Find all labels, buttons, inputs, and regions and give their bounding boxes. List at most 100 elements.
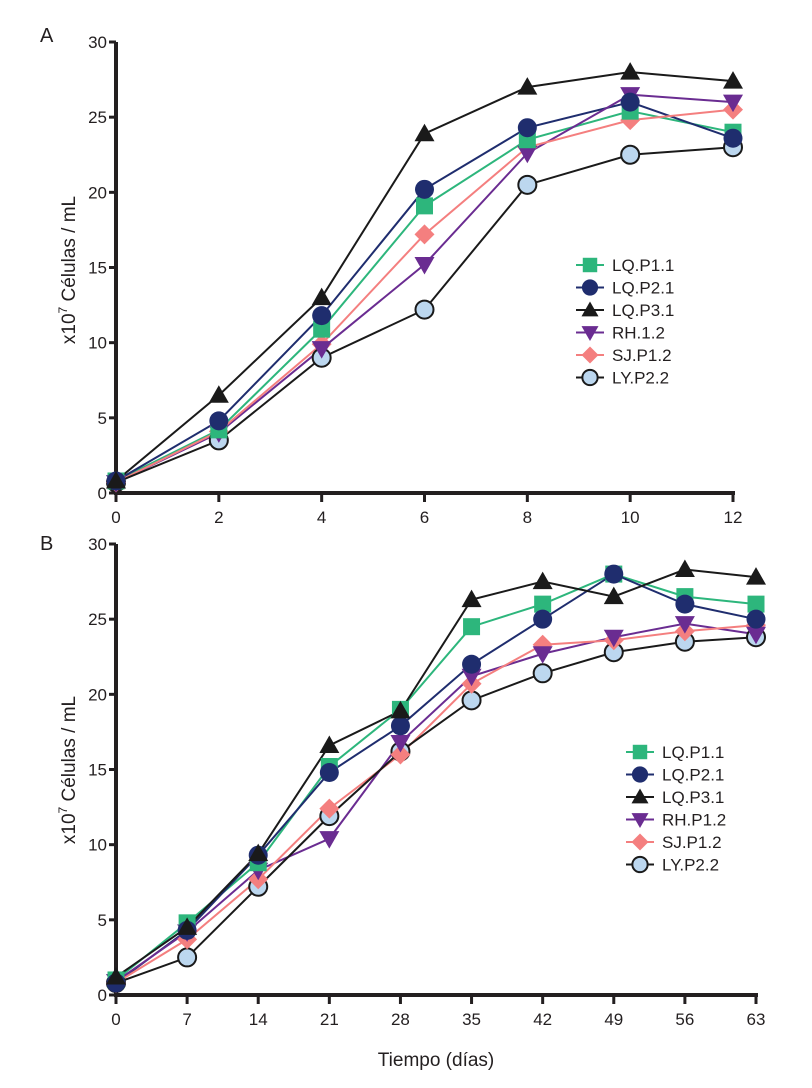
- data-point-ly-p2-2: [620, 144, 641, 165]
- data-point-lq-p3-1: [414, 123, 435, 142]
- legend-marker-diamond-icon: [581, 346, 599, 364]
- data-point-lq-p3-1: [248, 843, 269, 862]
- data-point-lq-p3-1: [390, 700, 411, 719]
- legend-label: LQ.P1.1: [662, 743, 724, 762]
- data-point-lq-p2-1: [723, 128, 743, 148]
- series-markers-a: [106, 62, 743, 493]
- legend-label: RH.P1.2: [662, 811, 726, 830]
- data-point-lq-p2-1: [620, 92, 640, 112]
- legend-label: LY.P2.2: [662, 856, 719, 875]
- x-tick-label: 6: [420, 508, 429, 527]
- data-point-lq-p3-1: [723, 71, 743, 89]
- data-point-lq-p3-1: [311, 287, 332, 306]
- series-line-lq-p2-1: [115, 572, 757, 984]
- data-point-rh-p1-2: [390, 734, 411, 753]
- y-axis-title-sup: 7: [56, 306, 70, 313]
- data-point-lq-p2-1: [675, 594, 695, 614]
- data-point-rh-p1-2: [461, 668, 482, 687]
- x-tick-label: 10: [621, 508, 640, 527]
- data-point-rh-p1-2: [532, 646, 553, 664]
- legend-marker-circle-icon: [631, 766, 649, 783]
- legend-marker-square-icon: [582, 257, 598, 273]
- data-point-lq-p2-1: [746, 609, 766, 629]
- data-point-lq-p3-1: [208, 385, 229, 403]
- legend-b: LQ.P1.1 LQ.P2.1 LQ.P3.1 RH.P1.2 SJ.P1.2 LY.P2…: [626, 743, 726, 875]
- x-tick-label: 21: [320, 1010, 339, 1029]
- x-tick-label: 28: [391, 1010, 410, 1029]
- data-point-ly-p2-2: [414, 299, 435, 320]
- panel-label-b: B: [40, 533, 53, 555]
- panel-b: B x107 Células / mL Tiempo (días) 051015…: [40, 533, 766, 1071]
- data-point-lq-p2-1: [462, 654, 482, 674]
- series-line-sj-p1-2: [115, 624, 757, 984]
- series-line-lq-p3-1: [115, 568, 757, 978]
- y-tick-label: 0: [98, 484, 107, 503]
- x-axis-title-b: Tiempo (días): [378, 1050, 495, 1071]
- data-point-lq-p3-1: [746, 567, 766, 585]
- y-axis-title-suffix: Células / mL: [59, 696, 80, 807]
- data-point-lq-p1-1: [463, 618, 481, 636]
- x-tick-label: 56: [675, 1010, 694, 1029]
- y-tick-label: 5: [98, 409, 107, 428]
- legend-label: LY.P2.2: [612, 369, 669, 388]
- axes-b: 0 5 10 15 20 25 30 0 7 14 21 28 35 42 49 56 63: [88, 535, 765, 1029]
- legend-marker-triangle-up-icon: [631, 788, 649, 804]
- data-point-lq-p1-1: [534, 595, 552, 613]
- y-axis-title-b: x107 Células / mL: [56, 696, 80, 844]
- y-tick-label: 10: [88, 836, 107, 855]
- data-point-ly-p2-2: [532, 663, 553, 684]
- series-line-ly-p2-2: [115, 636, 757, 984]
- legend-label: SJ.P1.2: [612, 346, 672, 365]
- y-axis-title-prefix: x10: [59, 813, 80, 844]
- data-point-lq-p3-1: [517, 77, 538, 95]
- panel-a: A x107 Células / mL 0 5 10 15 20 25 30 0 2 4 6 8 10 1…: [40, 25, 743, 527]
- data-point-rh-p1-2: [319, 831, 340, 849]
- legend-label: LQ.P2.1: [612, 279, 674, 298]
- data-point-lq-p3-1: [532, 571, 553, 590]
- x-tick-label: 7: [182, 1010, 191, 1029]
- data-point-lq-p3-1: [319, 735, 340, 753]
- data-point-sj-p1-2: [319, 798, 340, 819]
- x-tick-label: 12: [724, 508, 743, 527]
- y-tick-label: 15: [88, 259, 107, 278]
- y-axis-title-prefix: x10: [59, 313, 80, 344]
- data-point-lq-p2-1: [604, 564, 624, 584]
- data-point-sj-p1-2: [414, 224, 435, 245]
- y-axis-title-sup: 7: [56, 806, 70, 813]
- y-tick-label: 25: [88, 108, 107, 127]
- data-point-rh-p1-2: [674, 616, 695, 634]
- y-tick-label: 30: [88, 33, 107, 52]
- x-tick-label: 42: [533, 1010, 552, 1029]
- y-axis-title-a: x107 Células / mL: [56, 196, 80, 344]
- y-tick-label: 25: [88, 610, 107, 629]
- data-point-ly-p2-2: [177, 947, 198, 968]
- legend-label: LQ.P3.1: [612, 301, 674, 320]
- series-markers-b: [106, 559, 766, 993]
- legend-marker-diamond-icon: [631, 833, 649, 851]
- data-point-lq-p2-1: [533, 609, 553, 629]
- legend-marker-triangle-up-icon: [581, 301, 599, 317]
- data-point-lq-p3-1: [674, 559, 695, 578]
- legend-label: LQ.P1.1: [612, 256, 674, 275]
- legend-a: LQ.P1.1 LQ.P2.1 LQ.P3.1 RH.1.2 SJ.P1.2 LY.P2.…: [576, 256, 674, 388]
- legend-label: SJ.P1.2: [662, 833, 722, 852]
- data-point-lq-p2-1: [312, 306, 332, 326]
- data-point-rh-p1-2: [603, 629, 624, 648]
- y-tick-label: 5: [98, 911, 107, 930]
- y-axis-title-suffix: Células / mL: [59, 196, 80, 307]
- x-tick-label: 8: [523, 508, 532, 527]
- data-point-rh-1-2: [517, 145, 538, 164]
- legend-label: LQ.P3.1: [662, 788, 724, 807]
- data-point-sj-p1-2: [390, 744, 411, 765]
- x-tick-label: 0: [111, 1010, 120, 1029]
- data-point-lq-p3-1: [603, 586, 624, 605]
- data-point-lq-p2-1: [209, 411, 229, 431]
- x-tick-label: 2: [214, 508, 223, 527]
- legend-marker-circle-open-icon: [631, 855, 649, 874]
- data-point-rh-1-2: [311, 341, 332, 359]
- x-tick-label: 35: [462, 1010, 481, 1029]
- legend-marker-circle-icon: [581, 279, 599, 296]
- legend-marker-square-icon: [632, 744, 648, 760]
- panel-label-a: A: [40, 25, 54, 47]
